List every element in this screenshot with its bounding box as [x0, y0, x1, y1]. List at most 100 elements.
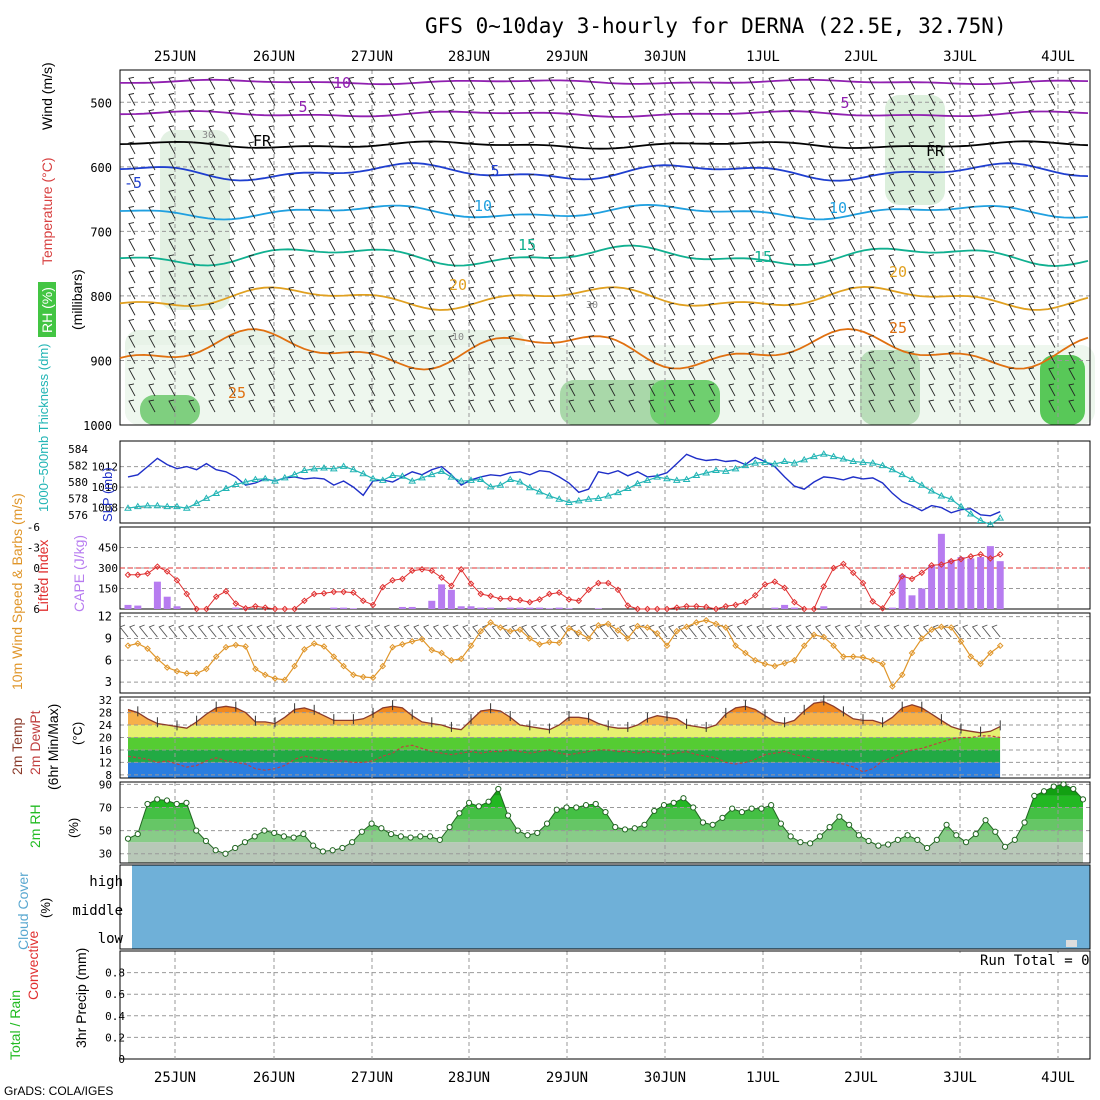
cape-bar	[506, 607, 514, 609]
wind-barb	[868, 157, 876, 171]
contour-label: 10	[474, 197, 492, 215]
rh-tick-label: 50	[99, 825, 112, 838]
rh-marker	[300, 830, 307, 838]
rh-marker	[504, 812, 512, 819]
wind-barb	[548, 222, 556, 235]
wind-barb	[168, 125, 176, 138]
top-date-label: 4JUL	[1041, 49, 1075, 65]
wind-barb	[128, 109, 136, 122]
wind-speed-marker	[604, 620, 612, 628]
wind-barb	[968, 351, 976, 364]
wind-barb	[208, 93, 216, 106]
wind-barb	[188, 93, 196, 106]
wind-barb	[668, 206, 676, 219]
surface-wind-barb	[383, 624, 393, 638]
wind-barb	[228, 399, 236, 413]
wind-barb	[368, 76, 376, 90]
wind-barb	[688, 76, 696, 90]
wind-barb	[188, 206, 196, 219]
wind-barb	[408, 351, 416, 364]
rh-tick-label: 70	[99, 801, 112, 814]
wind-barb	[968, 399, 976, 413]
lifted-index-marker	[810, 605, 818, 613]
lifted-index-marker	[987, 555, 994, 562]
wind-barb	[708, 93, 716, 106]
thickness-marker	[584, 495, 593, 502]
wind-barb	[608, 383, 616, 397]
wind-barb	[248, 222, 256, 235]
wind-barb	[908, 318, 916, 332]
wind-barb	[148, 173, 156, 187]
wind-barb	[508, 206, 516, 219]
wind-barb	[728, 351, 736, 364]
rh-marker	[729, 805, 736, 812]
wind-speed-marker	[996, 642, 1004, 650]
wind-barb	[528, 254, 536, 268]
lifted-index-marker	[977, 551, 984, 558]
wind-barb	[588, 286, 596, 300]
rh-marker	[816, 833, 823, 840]
wind-barb	[648, 318, 656, 332]
wind-barb	[1008, 173, 1016, 187]
wind-barb	[248, 157, 256, 171]
wind-barb	[168, 189, 176, 203]
wind-barb	[688, 157, 696, 171]
surface-wind-barb	[227, 624, 237, 638]
wind-barb	[248, 367, 256, 381]
wind-barb	[648, 367, 656, 381]
wind-barb	[1028, 206, 1036, 219]
wind-barb	[668, 109, 676, 122]
wind-barb	[1028, 286, 1036, 300]
wind-barb	[328, 189, 336, 203]
wind-barb	[888, 351, 896, 364]
wind-barb	[408, 141, 416, 155]
lifted-index-marker	[820, 583, 828, 590]
thickness-marker	[800, 455, 809, 463]
rh-marker	[631, 825, 638, 832]
thickness-marker	[202, 494, 211, 501]
wind-barb	[128, 206, 136, 219]
rh-marker	[690, 804, 697, 811]
wind-barb	[1068, 399, 1076, 413]
lifted-index-marker	[967, 553, 975, 560]
wind-barb	[1028, 302, 1036, 316]
wind-barb	[228, 270, 236, 284]
rh-marker	[339, 844, 346, 852]
wind-barb	[308, 351, 316, 364]
cape-bar	[173, 606, 181, 609]
wind-barb	[388, 141, 396, 155]
wind-barb	[828, 383, 836, 397]
wind-speed-marker	[585, 635, 592, 642]
wind-barb	[848, 109, 856, 122]
wind-barb	[868, 351, 876, 364]
rh-band	[128, 842, 1083, 863]
rh-marker	[670, 799, 677, 806]
wind-barb	[308, 254, 316, 268]
wind-barb	[488, 302, 496, 316]
wind-barb	[188, 318, 196, 332]
rh-marker	[534, 829, 541, 837]
wind-barb	[808, 335, 816, 348]
wind-barb	[228, 302, 236, 316]
surface-wind-barb	[168, 624, 178, 638]
wind-barb	[408, 254, 416, 268]
rh-marker	[193, 827, 200, 834]
wind-barb	[968, 206, 976, 219]
wind-barb	[668, 335, 676, 348]
wind-barb	[128, 238, 136, 251]
bottom-date-label: 26JUN	[253, 1070, 295, 1086]
wind-speed-marker	[565, 624, 573, 632]
wind-barb	[208, 351, 216, 364]
wind-barb	[608, 254, 616, 268]
surface-wind-barb	[805, 624, 815, 638]
thickness-marker	[976, 516, 985, 524]
contour-label: 15	[518, 236, 536, 254]
thickness-marker	[917, 481, 926, 488]
temp-band	[128, 701, 1001, 713]
thickness-marker	[427, 470, 436, 478]
wind-barb	[208, 189, 216, 203]
wind-speed-marker	[252, 665, 259, 673]
wind-barb	[228, 76, 236, 90]
wind-barb	[848, 399, 856, 413]
